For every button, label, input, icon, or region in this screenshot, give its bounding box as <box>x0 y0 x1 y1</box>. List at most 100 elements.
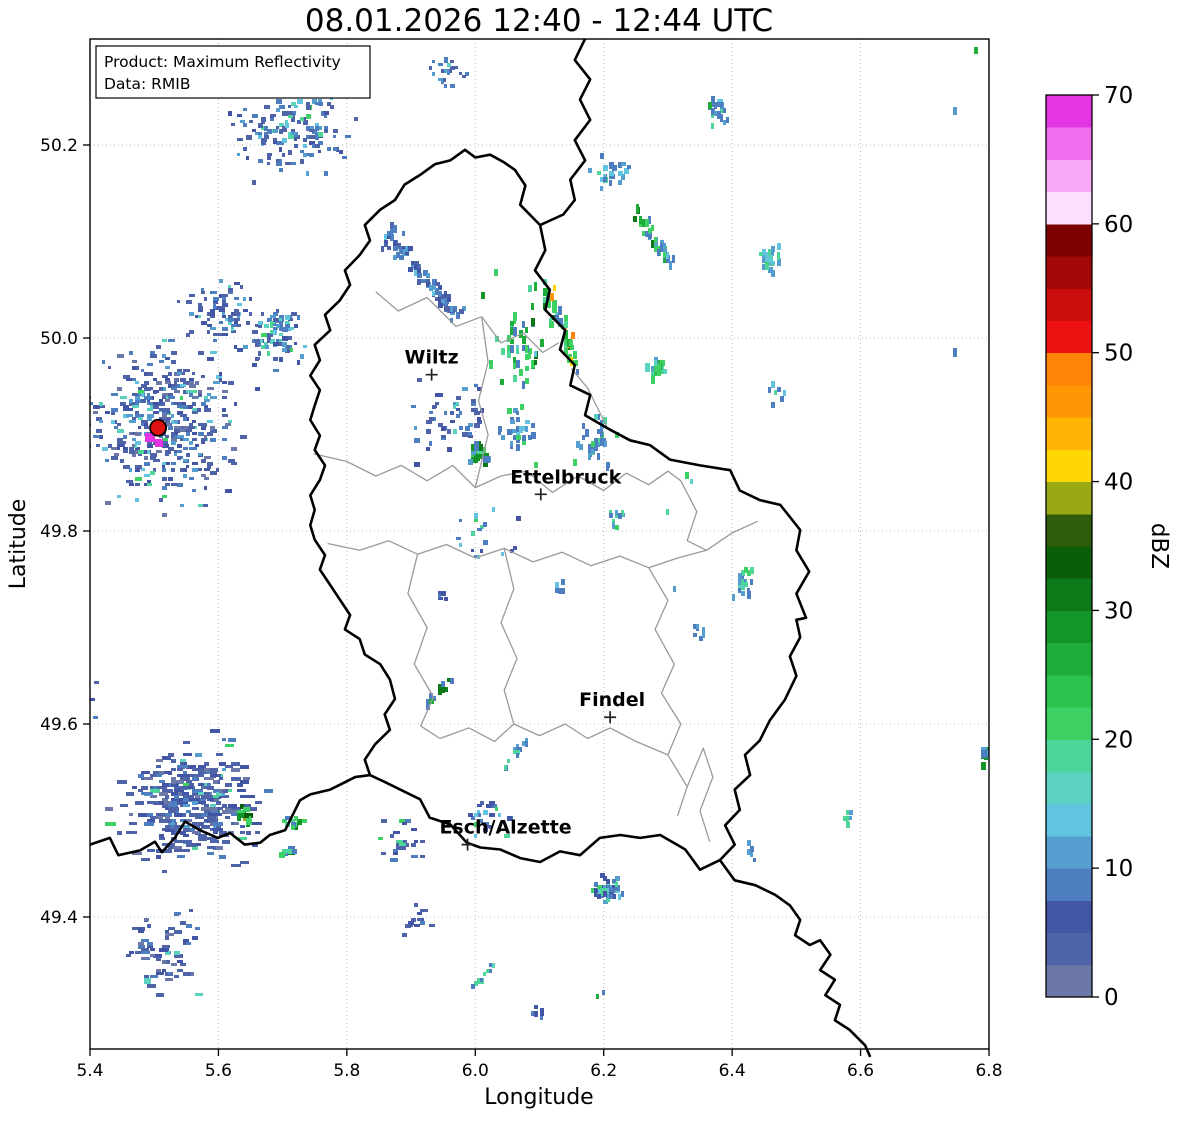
radar-echo-pixel <box>645 231 648 237</box>
radar-echo-pixel <box>258 351 261 356</box>
radar-echo-pixel <box>432 696 436 701</box>
radar-echo-pixel <box>243 345 248 349</box>
radar-echo-pixel <box>450 60 454 63</box>
radar-echo-pixel <box>444 84 447 88</box>
radar-echo-pixel <box>717 111 721 119</box>
radar-echo-pixel <box>600 891 604 896</box>
radar-echo-pixel <box>189 783 194 787</box>
radar-echo-pixel <box>168 753 174 757</box>
radar-echo-pixel <box>237 816 241 821</box>
radar-echo-pixel <box>258 339 263 343</box>
radar-echo-pixel <box>645 219 649 227</box>
radar-echo-pixel <box>204 804 209 808</box>
colorbar-band <box>1046 546 1092 579</box>
radar-echo-pixel <box>405 924 411 928</box>
radar-echo-pixel <box>486 969 490 973</box>
radar-echo-pixel <box>165 381 171 384</box>
radar-echo-pixel <box>201 807 211 811</box>
radar-echo-pixel <box>597 171 601 175</box>
radar-echo-pixel <box>234 321 238 325</box>
radar-echo-pixel <box>414 924 420 927</box>
radar-echo-pixel <box>408 267 413 272</box>
radar-echo-pixel <box>516 753 519 758</box>
radar-echo-pixel <box>168 846 174 849</box>
radar-echo-pixel <box>114 453 119 456</box>
radar-echo-pixel <box>219 309 224 312</box>
radar-echo-pixel <box>126 414 133 417</box>
radar-echo-pixel <box>183 840 192 843</box>
radar-echo-pixel <box>615 885 620 891</box>
radar-echo-pixel <box>597 888 600 894</box>
radar-echo-pixel <box>432 60 435 63</box>
radar-echo-pixel <box>162 969 166 972</box>
radar-echo-pixel <box>156 345 161 349</box>
colorbar-band <box>1046 191 1092 225</box>
canton-borders <box>313 291 759 842</box>
radar-echo-pixel <box>180 759 186 763</box>
radar-echo-pixel <box>438 393 443 397</box>
radar-echo-pixel <box>426 447 430 451</box>
radar-echo-pixel <box>246 795 255 798</box>
radar-echo-pixel <box>345 135 351 138</box>
radar-echo-pixel <box>222 840 230 844</box>
radar-echo-pixel <box>414 840 418 843</box>
radar-echo-pixel <box>309 135 315 139</box>
radar-echo-pixel <box>444 306 448 311</box>
radar-echo-pixel <box>150 354 157 358</box>
radar-echo-pixel <box>255 339 260 344</box>
radar-echo-pixel <box>288 345 292 349</box>
colorbar-band <box>1046 223 1092 257</box>
radar-echo-pixel <box>291 117 295 122</box>
radar-echo-pixel <box>423 270 428 276</box>
radar-echo-pixel <box>201 375 205 378</box>
radar-echo-pixel <box>471 816 475 820</box>
radar-echo-pixel <box>162 819 171 823</box>
radar-echo-pixel <box>285 345 289 350</box>
axis-ticks: 5.4 5.6 5.8 6.0 6.2 6.4 6.6 6.850.250.049.849.6… <box>40 136 1002 1081</box>
radar-echo-pixel <box>216 801 221 805</box>
radar-echo-pixel <box>273 342 279 346</box>
radar-echo-pixel <box>447 678 450 682</box>
radar-echo-pixel <box>183 753 192 756</box>
radar-echo-pixel <box>606 879 610 884</box>
radar-echo-pixel <box>186 432 190 436</box>
radar-echo-pixel <box>135 801 144 805</box>
radar-echo-pixel <box>303 144 307 148</box>
radar-echo-pixel <box>135 951 143 954</box>
radar-echo-pixel <box>174 813 183 817</box>
radar-echo-pixel <box>204 786 211 789</box>
radar-echo-pixel <box>420 279 423 283</box>
radar-echo-pixel <box>174 780 184 784</box>
radar-echo-pixel <box>447 63 451 67</box>
radar-echo-pixel <box>120 396 127 399</box>
radar-echo-pixel <box>132 453 136 457</box>
radar-echo-pixel <box>183 417 187 421</box>
radar-echo-pixel <box>162 870 167 873</box>
radar-echo-pixel <box>438 63 443 66</box>
city-label: Esch/Alzette <box>439 817 571 839</box>
radar-echo-pixel <box>156 972 164 975</box>
radar-echo-pixel <box>609 174 612 179</box>
radar-echo-pixel <box>123 465 130 469</box>
radar-echo-pixel <box>447 297 451 302</box>
colorbar-tick-label: 30 <box>1104 598 1133 624</box>
radar-echo-pixel <box>708 102 712 109</box>
radar-echo-pixel <box>285 816 292 820</box>
radar-echo-pixel <box>456 408 460 411</box>
radar-echo-pixel <box>117 429 124 433</box>
radar-echo-pixel <box>204 405 208 409</box>
radar-echo-pixel <box>225 807 231 811</box>
radar-echo-pixel <box>279 852 285 858</box>
radar-echo-pixel <box>144 822 154 826</box>
radar-echo-pixel <box>117 444 123 447</box>
radar-echo-pixel <box>711 96 715 102</box>
radar-echo-pixel <box>120 402 125 406</box>
radar-echo-pixel <box>553 285 556 291</box>
radar-echo-pixel <box>180 429 185 432</box>
radar-echo-pixel <box>144 450 147 454</box>
radar-echo-pixel <box>171 768 176 771</box>
radar-echo-pixel <box>408 246 413 251</box>
radar-echo-pixel <box>150 801 155 804</box>
radar-echo-pixel <box>228 315 232 318</box>
